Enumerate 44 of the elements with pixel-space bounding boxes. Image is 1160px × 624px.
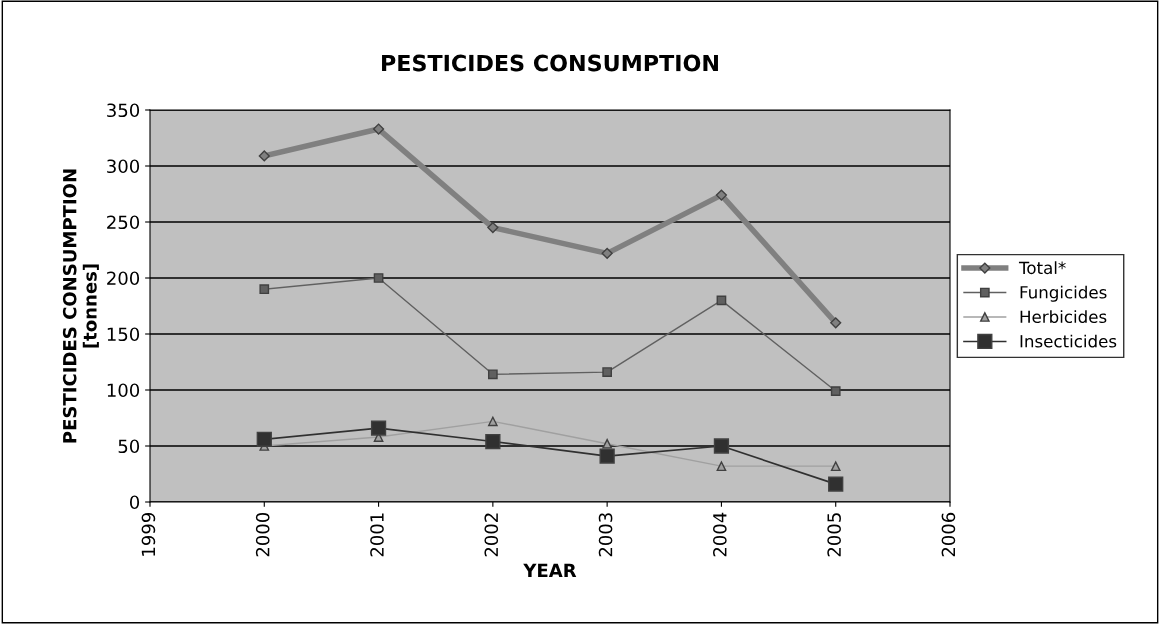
legend-label: Herbicides bbox=[1020, 310, 1107, 324]
x-tick-label: 2006 bbox=[941, 512, 956, 557]
point bbox=[256, 431, 272, 447]
point bbox=[830, 386, 841, 396]
y-tick-label: 50 bbox=[118, 439, 140, 454]
y-axis-title: PESTICIDES CONSUMPTION [tonnes] bbox=[62, 169, 99, 443]
legend-label: Total* bbox=[1018, 261, 1066, 275]
y-tick-label: 150 bbox=[107, 327, 140, 342]
point bbox=[487, 369, 498, 380]
x-tick-label: 2003 bbox=[598, 513, 613, 557]
point bbox=[713, 438, 730, 454]
x-axis-title: YEAR bbox=[523, 563, 577, 577]
x-tick-label: 2005 bbox=[827, 513, 841, 557]
point bbox=[487, 221, 499, 234]
y-tick-label: 100 bbox=[107, 383, 140, 398]
point bbox=[370, 420, 387, 436]
x-tick-label: 2000 bbox=[255, 512, 270, 557]
point bbox=[830, 317, 842, 329]
x-tick-label: 2002 bbox=[484, 513, 499, 557]
point bbox=[830, 461, 841, 472]
point bbox=[373, 273, 384, 283]
chart-title: PESTICIDES CONSUMPTION bbox=[382, 54, 718, 72]
point bbox=[716, 461, 727, 472]
point bbox=[372, 123, 385, 135]
point bbox=[601, 247, 613, 259]
point bbox=[259, 284, 270, 295]
y-tick-label: 250 bbox=[107, 215, 140, 230]
y-tick-label: 200 bbox=[107, 271, 140, 286]
point bbox=[602, 438, 613, 449]
x-tick-label: 2004 bbox=[713, 512, 727, 557]
x-tick-label: 2001 bbox=[370, 513, 384, 557]
y-tick-label: 0 bbox=[129, 495, 140, 510]
point bbox=[602, 367, 613, 377]
point bbox=[487, 416, 498, 427]
y-tick-label: 300 bbox=[107, 159, 140, 174]
legend-label: Insecticides bbox=[1020, 334, 1117, 348]
point bbox=[828, 476, 844, 492]
point bbox=[715, 189, 728, 201]
x-tick-label: 1999 bbox=[141, 512, 156, 556]
point bbox=[485, 433, 501, 450]
legend-label: Fungicides bbox=[1020, 285, 1107, 302]
point bbox=[599, 448, 615, 464]
point bbox=[258, 150, 270, 162]
y-tick-label: 350 bbox=[107, 103, 140, 118]
